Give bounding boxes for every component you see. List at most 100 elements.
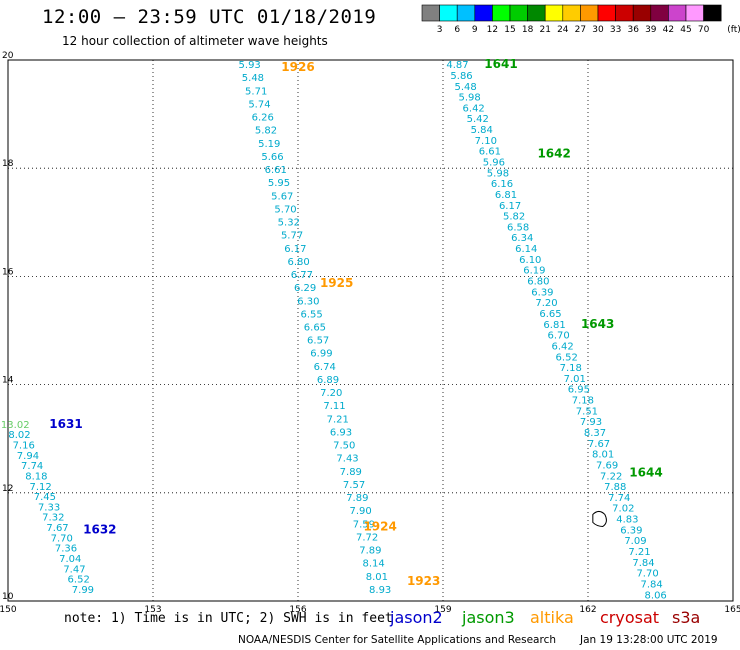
wave-height-value: 8.93 — [369, 585, 391, 596]
wave-height-value: 6.26 — [252, 113, 274, 124]
lat-tick-label: 14 — [2, 376, 14, 386]
wave-height-value: 7.21 — [327, 414, 349, 425]
wave-height-value: 5.48 — [454, 82, 476, 93]
legend-bin-label: 30 — [592, 25, 604, 35]
wave-height-value: 8.06 — [645, 590, 667, 601]
wave-height-value: 6.14 — [515, 244, 537, 255]
wave-height-value: 7.89 — [340, 467, 362, 478]
wave-height-value: 6.81 — [543, 320, 565, 331]
legend-bin-label: 36 — [627, 25, 639, 35]
wave-height-value: 6.29 — [294, 283, 316, 294]
wave-height-value: 7.72 — [356, 532, 378, 543]
wave-height-value: 7.10 — [475, 136, 497, 147]
wave-height-value: 6.10 — [519, 255, 541, 266]
wave-height-value: 5.84 — [471, 125, 493, 136]
wave-height-value: 7.47 — [63, 564, 85, 575]
satellite-legend-cryosat: cryosat — [600, 608, 660, 627]
wave-height-value: 5.86 — [450, 71, 472, 82]
legend-swatch — [703, 4, 722, 22]
wave-height-value: 7.21 — [628, 547, 650, 558]
wave-height-value: 6.39 — [620, 525, 642, 536]
wave-height-value: 7.89 — [359, 546, 381, 557]
legend-bin-label: 21 — [539, 25, 550, 35]
wave-height-map: 150 153 156 159 162 1652018161412105.935.485.… — [0, 51, 740, 612]
map-frame — [7, 59, 734, 602]
wave-height-value: 6.81 — [495, 190, 517, 201]
wave-height-value: 8.18 — [25, 471, 47, 482]
wave-height-value: 4.87 — [446, 60, 468, 71]
legend-bin-label: 45 — [680, 25, 691, 35]
legend-bin-label: 24 — [557, 25, 569, 35]
legend-bin-label: 39 — [645, 25, 657, 35]
lon-tick-label: 156 — [289, 605, 306, 612]
legend-bin-label: 15 — [504, 25, 515, 35]
wave-height-value: 5.98 — [458, 93, 480, 104]
legend-bin-label: 3 — [437, 25, 443, 35]
satellite-legend-jason2: jason2 — [390, 608, 443, 627]
wave-height-value: 6.34 — [511, 233, 533, 244]
pass-time-label: 1631 — [49, 417, 82, 431]
wave-height-value: 6.39 — [531, 287, 553, 298]
wave-height-value: 5.66 — [261, 152, 283, 163]
wave-height-value: 5.82 — [503, 212, 525, 223]
color-legend: 3 6 9 12 15 18 21 24 27 30 33 36 39 42 45 70 (ft) — [421, 4, 740, 35]
wave-height-value: 5.32 — [278, 218, 300, 229]
wave-height-value: 5.98 — [487, 168, 509, 179]
wave-height-value: 5.82 — [255, 126, 277, 137]
wave-height-value: 7.69 — [596, 460, 618, 471]
wave-height-value: 7.74 — [608, 493, 630, 504]
wave-height-value: 5.19 — [258, 139, 280, 150]
wave-height-value: 7.43 — [336, 454, 358, 465]
wave-height-value: 6.52 — [68, 575, 90, 586]
legend-bin-label: 70 — [698, 25, 710, 35]
legend-bin-label: 9 — [472, 25, 478, 35]
wave-height-value: 7.67 — [588, 439, 610, 450]
wave-height-value: 7.88 — [604, 482, 626, 493]
wave-height-value: 6.70 — [547, 331, 569, 342]
wave-height-value: 8.01 — [592, 450, 614, 461]
legend-bin-label: 33 — [610, 25, 621, 35]
wave-height-value: 6.89 — [317, 375, 339, 386]
wave-height-value: 7.94 — [17, 451, 39, 462]
wave-height-value: 7.12 — [29, 482, 51, 493]
note-text: note: 1) Time is in UTC; 2) SWH is in fe… — [64, 611, 393, 626]
wave-height-value: 7.90 — [349, 506, 371, 517]
wave-height-value: 6.93 — [330, 427, 352, 438]
wave-height-value: 6.30 — [297, 296, 319, 307]
pass-time-label: 1924 — [363, 520, 396, 534]
wave-height-value: 7.45 — [34, 492, 56, 503]
wave-height-value: 7.11 — [323, 401, 345, 412]
wave-height-value: 7.22 — [600, 471, 622, 482]
wave-height-value: 5.93 — [239, 60, 261, 71]
wave-height-value: 7.74 — [21, 461, 43, 472]
credit-text: NOAA/NESDIS Center for Satellite Applica… — [238, 634, 556, 646]
wave-height-value: 6.61 — [479, 147, 501, 158]
lat-tick-label: 20 — [2, 51, 14, 61]
wave-height-value: 6.61 — [265, 165, 287, 176]
pass-time-label: 1644 — [629, 466, 662, 480]
wave-height-value: 6.57 — [307, 336, 329, 347]
legend-bin-label: 6 — [454, 25, 460, 35]
lon-tick-label: 153 — [144, 605, 161, 612]
wave-height-value: 7.01 — [564, 374, 586, 385]
wave-height-value: 7.36 — [55, 544, 77, 555]
wave-height-value: 6.74 — [314, 362, 336, 373]
wave-height-value: 6.17 — [499, 201, 521, 212]
wave-height-value: 7.84 — [632, 558, 654, 569]
wave-height-value: 8.01 — [366, 572, 388, 583]
wave-height-value: 7.59 — [353, 519, 375, 530]
wave-height-value: 7.16 — [13, 441, 35, 452]
wave-height-value: 7.93 — [580, 417, 602, 428]
wave-height-value: 8.37 — [584, 428, 606, 439]
pass-time-label: 1642 — [537, 146, 570, 160]
wave-height-value: 7.67 — [46, 523, 68, 534]
wave-height-value: 7.32 — [42, 513, 64, 524]
wave-height-value: 6.52 — [556, 352, 578, 363]
wave-height-value: 7.84 — [640, 579, 662, 590]
wave-height-value: 6.80 — [527, 277, 549, 288]
wave-height-value: 5.71 — [245, 86, 267, 97]
wave-height-value: 6.16 — [491, 179, 513, 190]
lat-tick-label: 18 — [2, 159, 14, 169]
wave-height-value: 5.77 — [281, 231, 303, 242]
pass-time-label: 1643 — [581, 317, 614, 331]
